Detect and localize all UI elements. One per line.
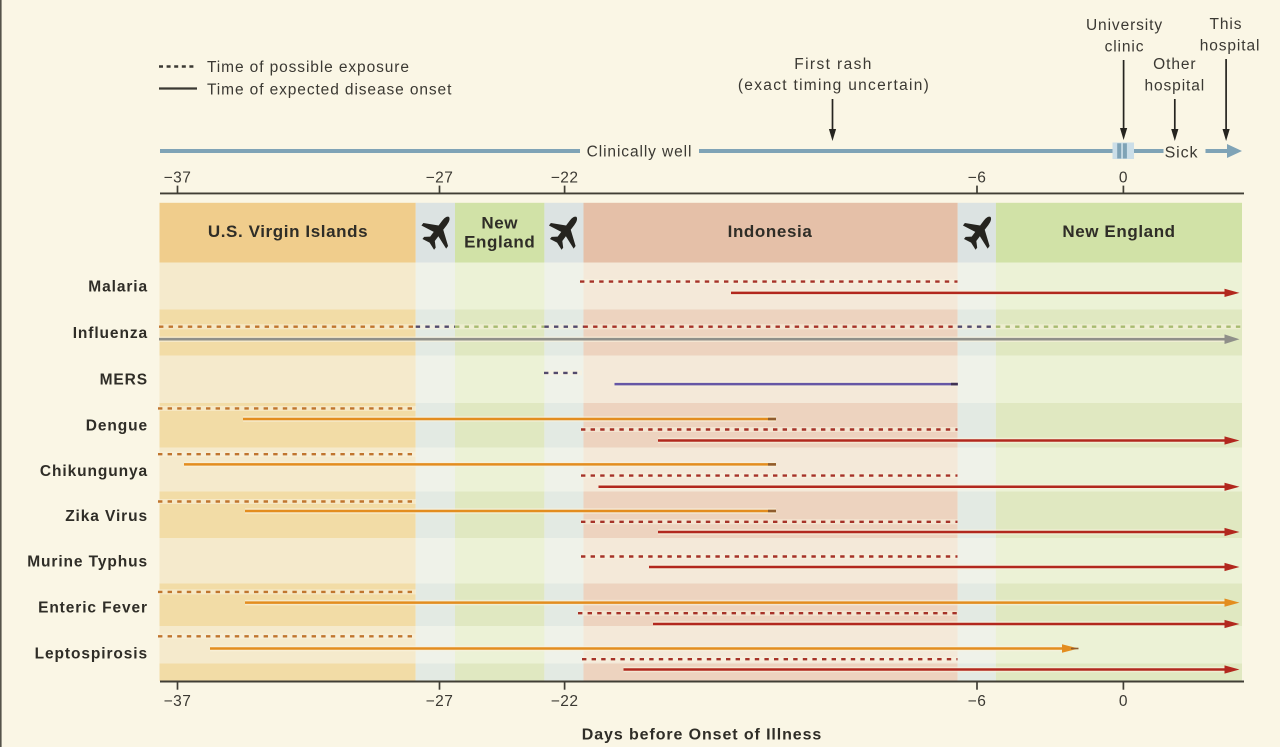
svg-text:Time of expected disease onset: Time of expected disease onset <box>207 82 452 99</box>
svg-text:−6: −6 <box>968 170 987 187</box>
svg-text:−37: −37 <box>164 693 192 710</box>
svg-text:0: 0 <box>1119 170 1128 187</box>
svg-text:Zika Virus: Zika Virus <box>65 508 148 525</box>
svg-text:0: 0 <box>1119 693 1128 710</box>
svg-text:Clinically well: Clinically well <box>587 144 693 161</box>
svg-text:−27: −27 <box>426 170 454 187</box>
svg-text:Influenza: Influenza <box>73 325 148 342</box>
svg-text:Indonesia: Indonesia <box>728 222 813 241</box>
svg-text:University: University <box>1086 17 1163 34</box>
svg-text:England: England <box>464 233 535 252</box>
svg-text:(exact timing uncertain): (exact timing uncertain) <box>738 77 930 94</box>
svg-text:Murine Typhus: Murine Typhus <box>27 554 148 571</box>
svg-text:Days before Onset of Illness: Days before Onset of Illness <box>582 727 822 744</box>
svg-text:Time of possible exposure: Time of possible exposure <box>207 59 410 76</box>
svg-text:Enteric Fever: Enteric Fever <box>38 600 148 617</box>
svg-text:−22: −22 <box>551 170 579 187</box>
svg-text:Chikungunya: Chikungunya <box>40 463 148 480</box>
svg-text:hospital: hospital <box>1200 38 1261 55</box>
svg-text:clinic: clinic <box>1105 39 1145 56</box>
svg-text:Other: Other <box>1153 56 1196 73</box>
svg-text:This: This <box>1210 16 1243 33</box>
svg-text:−6: −6 <box>968 693 987 710</box>
svg-text:−22: −22 <box>551 693 579 710</box>
svg-text:hospital: hospital <box>1144 78 1205 95</box>
svg-text:Leptospirosis: Leptospirosis <box>35 646 148 663</box>
svg-text:Sick: Sick <box>1165 145 1199 162</box>
svg-text:Malaria: Malaria <box>88 279 148 296</box>
svg-text:U.S. Virgin Islands: U.S. Virgin Islands <box>208 222 368 241</box>
svg-text:Dengue: Dengue <box>86 418 148 435</box>
svg-text:−37: −37 <box>164 170 192 187</box>
svg-text:New: New <box>481 214 518 233</box>
svg-text:−27: −27 <box>426 693 454 710</box>
svg-text:MERS: MERS <box>100 372 148 389</box>
svg-text:New England: New England <box>1062 222 1175 241</box>
svg-text:First rash: First rash <box>794 56 873 73</box>
